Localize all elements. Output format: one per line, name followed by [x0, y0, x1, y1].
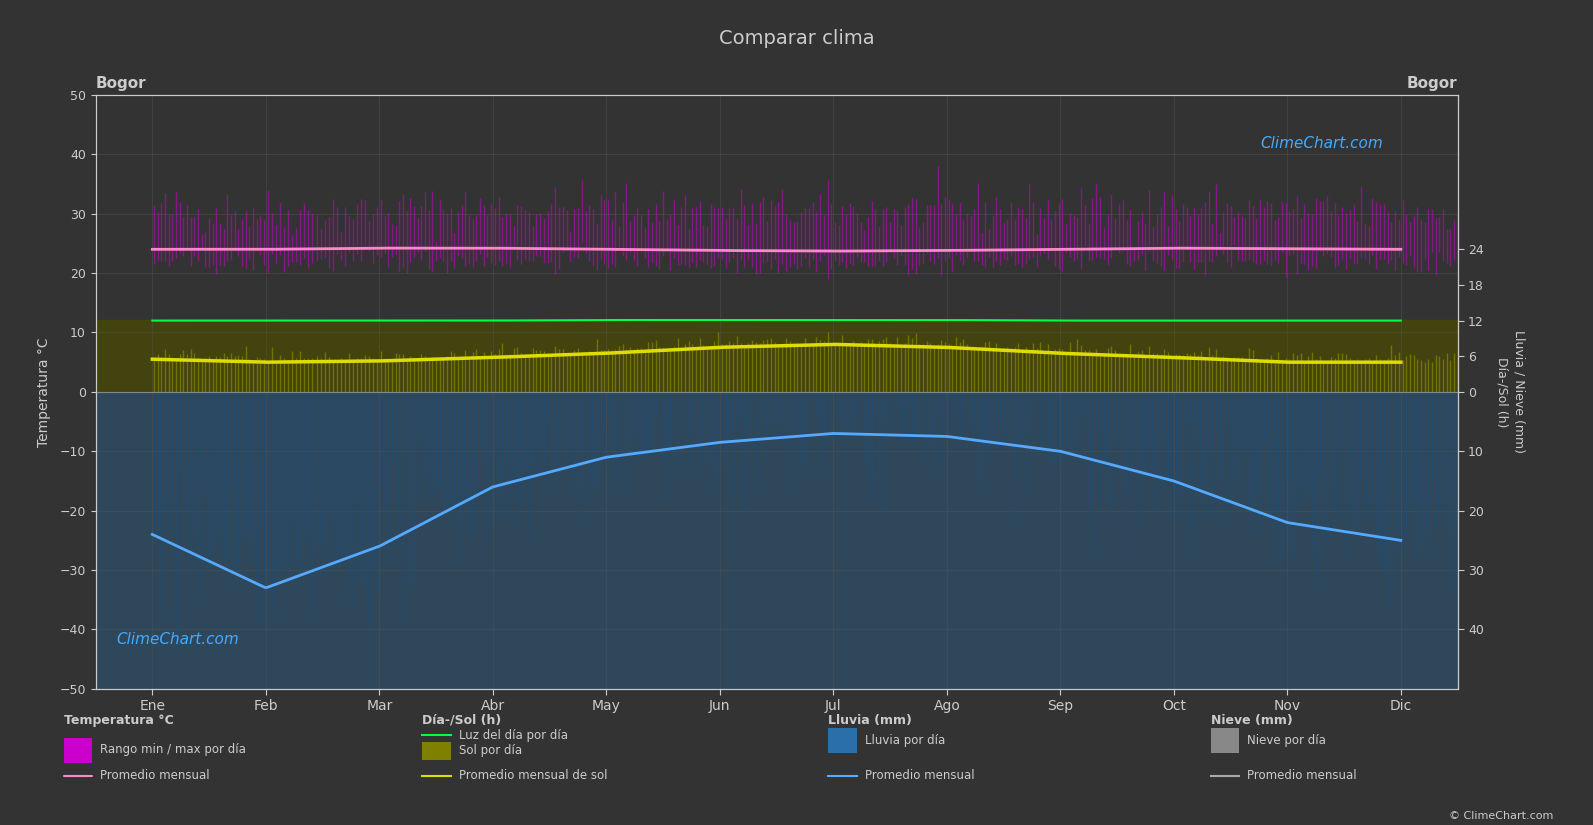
- Y-axis label: Lluvia / Nieve (mm): Lluvia / Nieve (mm): [1512, 330, 1526, 454]
- Text: Promedio mensual: Promedio mensual: [100, 769, 210, 782]
- Text: Promedio mensual: Promedio mensual: [865, 769, 975, 782]
- Text: Nieve (mm): Nieve (mm): [1211, 714, 1292, 727]
- Text: Nieve por día: Nieve por día: [1247, 734, 1327, 747]
- Text: Bogor: Bogor: [96, 76, 147, 91]
- Text: Lluvia por día: Lluvia por día: [865, 734, 945, 747]
- Text: Día-/Sol (h): Día-/Sol (h): [422, 714, 502, 727]
- Text: Temperatura °C: Temperatura °C: [64, 714, 174, 727]
- Text: ClimeChart.com: ClimeChart.com: [1260, 136, 1383, 152]
- Text: © ClimeChart.com: © ClimeChart.com: [1448, 811, 1553, 821]
- Text: ClimeChart.com: ClimeChart.com: [116, 632, 239, 648]
- Y-axis label: Temperatura °C: Temperatura °C: [37, 337, 51, 446]
- Y-axis label: Día-/Sol (h): Día-/Sol (h): [1496, 356, 1509, 427]
- Text: Comparar clima: Comparar clima: [718, 29, 875, 48]
- Text: Bogor: Bogor: [1407, 76, 1458, 91]
- Text: Luz del día por día: Luz del día por día: [459, 728, 567, 742]
- Text: Rango min / max por día: Rango min / max por día: [100, 743, 247, 757]
- Text: Promedio mensual: Promedio mensual: [1247, 769, 1357, 782]
- Text: Promedio mensual de sol: Promedio mensual de sol: [459, 769, 607, 782]
- Text: Sol por día: Sol por día: [459, 744, 523, 757]
- Text: Lluvia (mm): Lluvia (mm): [828, 714, 913, 727]
